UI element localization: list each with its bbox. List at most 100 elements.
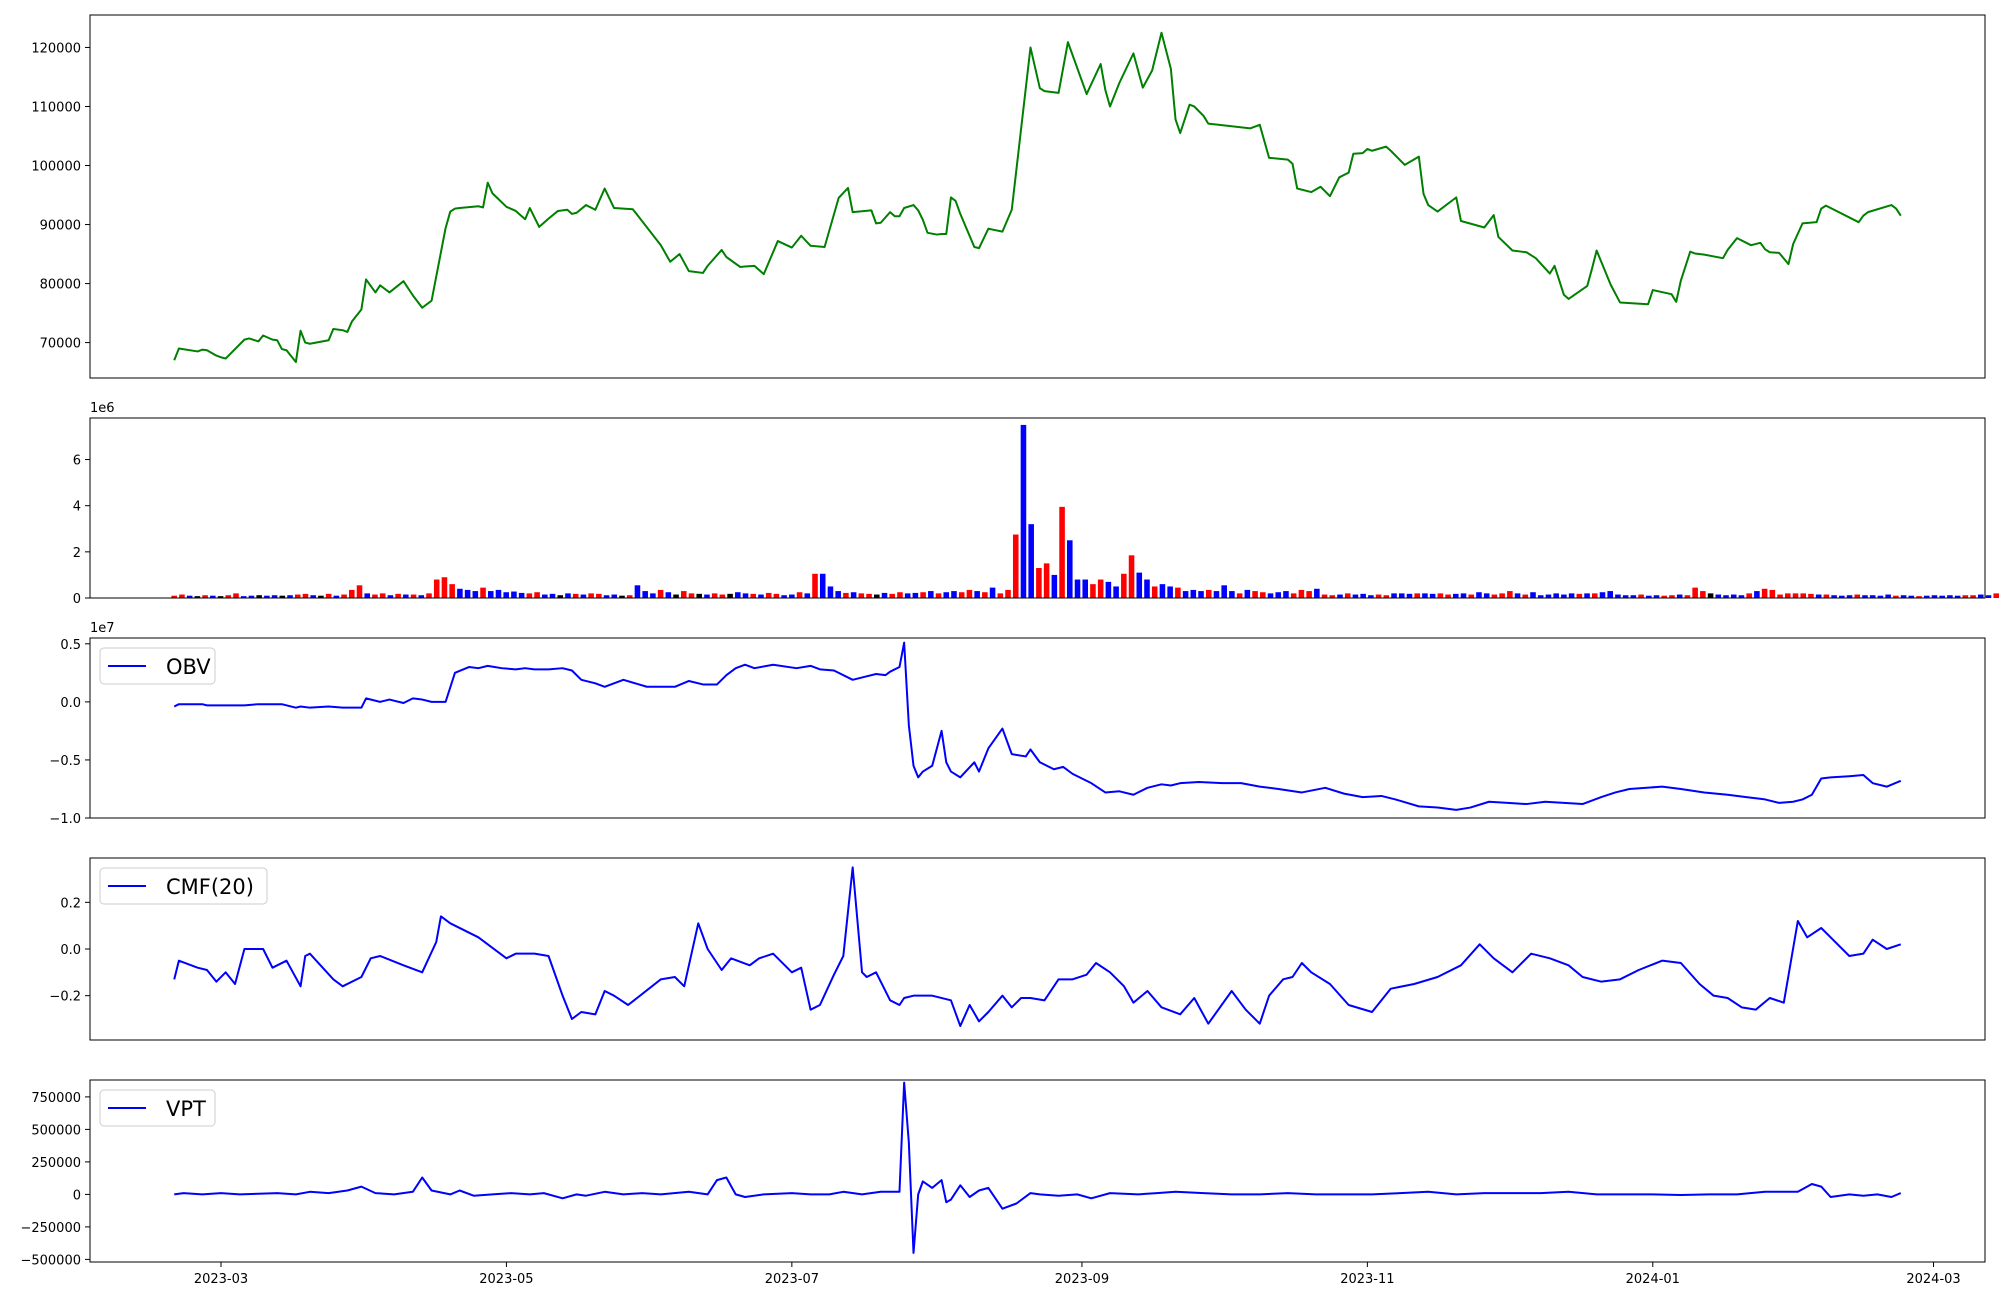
volume-bar <box>711 593 718 598</box>
volume-bar <box>372 594 378 598</box>
volume-bar <box>611 594 618 598</box>
volume-bar <box>588 593 594 598</box>
volume-bar <box>1244 589 1251 598</box>
vpt-ytick-label: 0 <box>73 1188 81 1203</box>
volume-bar <box>1954 595 1961 598</box>
cmf-ytick-label: −0.2 <box>49 990 81 1005</box>
volume-bar <box>966 589 973 598</box>
volume-bar <box>1576 593 1583 598</box>
volume-bar <box>1491 594 1498 598</box>
volume-bar <box>179 594 185 598</box>
volume-bar <box>812 573 818 598</box>
volume-bar <box>1036 568 1042 598</box>
volume-bar <box>1375 594 1382 598</box>
volume-bar <box>403 594 409 598</box>
price-series-line <box>173 31 1902 364</box>
volume-bar <box>1422 593 1428 598</box>
volume-bar <box>673 594 679 598</box>
volume-bar <box>279 595 286 598</box>
volume-bar <box>889 593 895 598</box>
volume-bar <box>410 594 417 598</box>
obv-legend-label: OBV <box>166 655 211 679</box>
obv-legend: OBV <box>99 647 216 685</box>
volume-bar <box>557 595 564 598</box>
volume-bar <box>1607 591 1613 598</box>
volume-bar <box>1175 587 1181 598</box>
volume-bar <box>318 595 324 598</box>
volume-bar <box>1993 593 2000 598</box>
volume-bar <box>866 593 872 598</box>
volume-bar <box>1723 595 1729 598</box>
volume-bar <box>1051 574 1058 598</box>
price-ytick-label: 90000 <box>40 219 81 234</box>
volume-ytick-label: 0 <box>73 592 81 607</box>
xtick-label: 2023-07 <box>765 1272 819 1287</box>
volume-bar <box>1839 595 1845 598</box>
volume-bar <box>433 579 440 598</box>
xtick-label: 2023-05 <box>479 1272 533 1287</box>
volume-bar <box>1815 594 1822 598</box>
obv-ytick-label: 0.0 <box>60 696 81 711</box>
volume-bar <box>1738 595 1745 598</box>
volume-bar <box>796 592 803 598</box>
volume-bar <box>1321 594 1328 598</box>
volume-bar <box>619 595 625 598</box>
volume-bar <box>333 595 340 598</box>
volume-bar <box>1869 595 1876 598</box>
volume-bar <box>765 592 772 598</box>
volume-bar <box>735 592 741 598</box>
volume-bar <box>920 592 926 598</box>
volume-bar <box>518 592 525 598</box>
volume-bar <box>1669 595 1675 598</box>
volume-bar <box>974 591 980 598</box>
volume-bar <box>171 595 177 598</box>
price-ytick-label: 80000 <box>40 278 81 293</box>
volume-bar <box>1314 588 1320 598</box>
volume-bar <box>1522 594 1529 598</box>
obv-legend-box <box>99 647 216 685</box>
volume-bar <box>310 595 316 598</box>
volume-bar <box>1105 581 1112 598</box>
volume-bar <box>719 594 726 598</box>
volume-bar <box>549 593 556 598</box>
volume-bar <box>1337 594 1343 598</box>
volume-ytick-label: 6 <box>73 454 81 469</box>
volume-bar <box>457 588 463 598</box>
volume-bar <box>1043 563 1050 598</box>
volume-bar <box>1190 589 1197 598</box>
volume-bar <box>503 592 509 598</box>
volume-bar <box>1785 593 1791 598</box>
volume-bar <box>464 589 471 598</box>
volume-bar <box>349 589 355 598</box>
volume-bar <box>526 593 533 598</box>
volume-panel: 0 2 4 6 1e6 <box>73 401 2000 607</box>
volume-bar <box>1854 594 1861 598</box>
volume-bar <box>704 594 710 598</box>
volume-bar <box>680 591 687 598</box>
volume-bar <box>1283 591 1289 598</box>
volume-bar <box>1005 589 1011 598</box>
volume-bar <box>928 591 934 598</box>
volume-bar <box>989 587 996 598</box>
cmf-series-line <box>173 866 1902 1027</box>
volume-bar <box>1028 524 1034 598</box>
vpt-y-axis: −500000 −250000 0 250000 500000 750000 <box>20 1091 90 1268</box>
obv-multiplier-label: 1e7 <box>90 621 115 636</box>
xtick-label: 2024-01 <box>1626 1272 1680 1287</box>
volume-bar <box>1646 595 1652 598</box>
obv-panel: −1.0 −0.5 0.0 0.5 1e7 OBV <box>49 621 1986 827</box>
volume-bar <box>1329 595 1336 598</box>
volume-bar <box>943 592 950 598</box>
volume-bar <box>1476 592 1482 598</box>
volume-bar <box>1067 540 1073 598</box>
volume-bar <box>1344 593 1351 598</box>
vpt-plot-area <box>174 1081 1902 1254</box>
volume-bar <box>1746 593 1752 598</box>
volume-bar <box>1306 591 1312 598</box>
volume-bar <box>819 573 826 598</box>
vpt-legend-box <box>99 1089 216 1127</box>
volume-bar <box>665 592 672 598</box>
vpt-series-line <box>174 1081 1902 1254</box>
volume-bar <box>202 595 208 598</box>
